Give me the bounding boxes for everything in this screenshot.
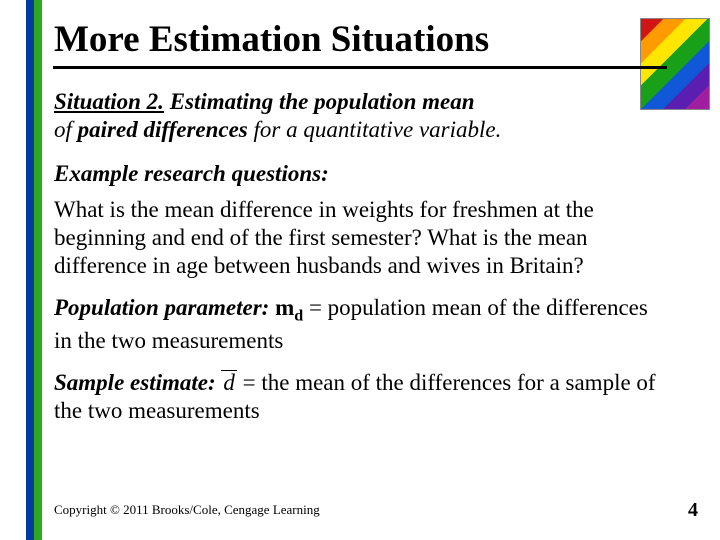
pop-param-label: Population parameter: bbox=[54, 295, 269, 320]
title-underline bbox=[53, 66, 667, 69]
slide-content: Situation 2. Estimating the population m… bbox=[54, 88, 666, 425]
situation-text-2c: for a quantitative variable. bbox=[248, 117, 502, 142]
situation-text-1: Estimating the population mean bbox=[164, 89, 475, 114]
left-stripe-blue bbox=[26, 0, 34, 540]
situation-text-2a: of bbox=[54, 117, 78, 142]
copyright-text: Copyright © 2011 Brooks/Cole, Cengage Le… bbox=[54, 502, 320, 518]
left-stripe-green bbox=[34, 0, 42, 540]
mu-sub: d bbox=[294, 308, 303, 325]
d-bar-symbol: d bbox=[221, 369, 237, 397]
sample-est-label: Sample estimate: bbox=[54, 370, 216, 395]
situation-text-2b: paired differences bbox=[78, 117, 248, 142]
situation-label: Situation 2. bbox=[54, 89, 164, 114]
example-body: What is the mean difference in weights f… bbox=[54, 196, 666, 280]
page-number: 4 bbox=[688, 499, 698, 522]
example-label: Example research questions: bbox=[54, 160, 666, 188]
situation-line: Situation 2. Estimating the population m… bbox=[54, 88, 666, 144]
sample-estimate: Sample estimate: d = the mean of the dif… bbox=[54, 369, 666, 425]
slide: More Estimation Situations Situation 2. … bbox=[0, 0, 720, 540]
population-parameter: Population parameter: md = population me… bbox=[54, 294, 666, 354]
mu-symbol: m bbox=[275, 295, 294, 320]
slide-title: More Estimation Situations bbox=[54, 18, 489, 61]
